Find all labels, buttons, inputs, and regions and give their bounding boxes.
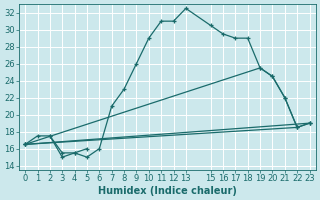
X-axis label: Humidex (Indice chaleur): Humidex (Indice chaleur) [98, 186, 237, 196]
